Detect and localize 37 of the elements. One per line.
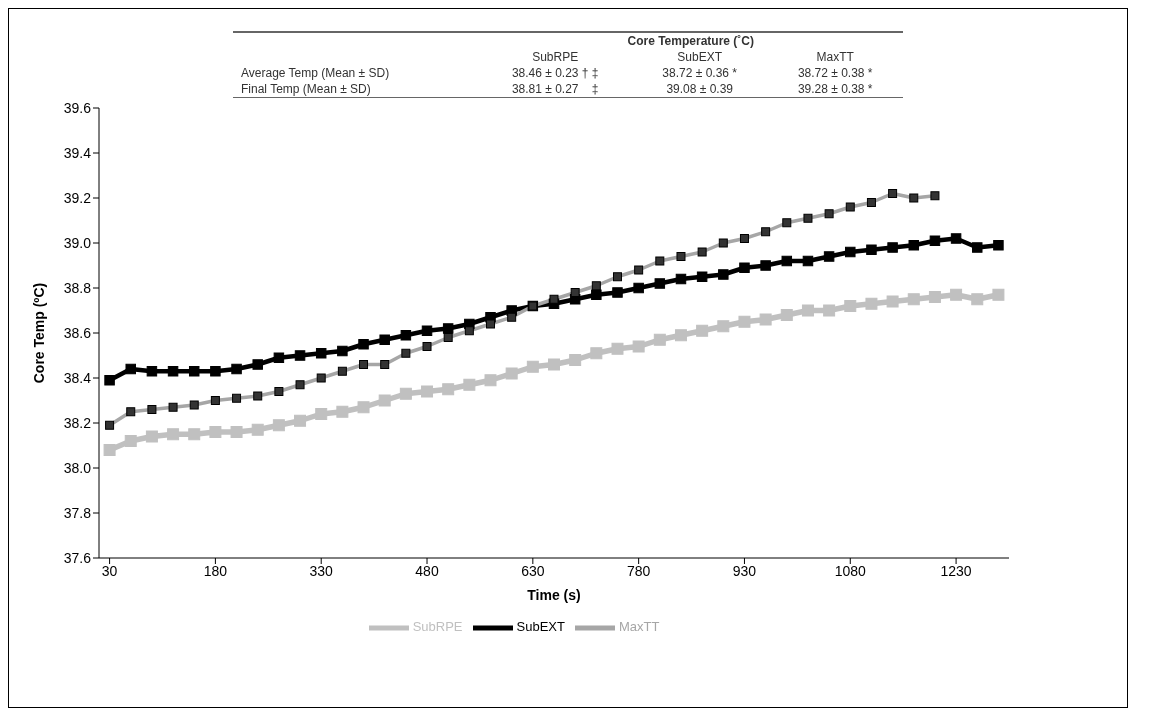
y-tick-label: 38.6 [63,324,92,341]
text: Core Temperature (˚C) [626,33,755,49]
y-tick-label: 37.6 [63,549,92,566]
y-tick-label: 38.8 [63,279,92,296]
text: 39.08 ± 0.39 [665,81,734,98]
x-tick-label: 480 [415,562,439,579]
x-tick-label: 930 [732,562,757,579]
x-tick-label: 630 [521,562,545,579]
x-tick-label: 1230 [940,562,972,579]
y-tick-label: 38.0 [63,459,92,476]
y-axis-title: Core Temp (ºC) [30,282,47,384]
text: SubEXT [676,49,724,65]
x-tick-label: 1080 [834,562,867,579]
y-tick-label: 39.0 [63,234,92,251]
text: 38.72 ± 0.38 * [796,65,874,81]
legend-label: MaxTT [618,619,660,635]
y-tick-label: 39.4 [63,144,92,161]
text: Average Temp (Mean ± SD) [240,65,391,81]
y-tick-label: 39.2 [63,189,92,206]
text: 38.72 ± 0.36 * [661,65,738,81]
x-tick-label: 780 [626,562,651,579]
text: SubRPE [531,49,580,65]
text: 38.81 ± 0.27 ‡ [510,81,600,98]
y-tick-label: 38.4 [63,369,92,386]
text: MaxTT [815,49,855,65]
text: Final Temp (Mean ± SD) [240,81,372,98]
legend-label: SubEXT [516,619,565,635]
text: 39.28 ± 0.38 * [796,81,874,98]
y-tick-label: 38.2 [63,414,92,431]
y-tick-label: 37.8 [63,504,92,521]
legend-label: SubRPE [412,619,463,635]
text: 38.46 ± 0.23 † ‡ [510,65,600,81]
x-tick-label: 330 [309,562,334,579]
y-tick-label: 39.6 [63,99,92,116]
x-tick-label: 30 [101,562,118,579]
x-axis-title: Time (s) [527,587,581,603]
x-tick-label: 180 [203,562,228,579]
